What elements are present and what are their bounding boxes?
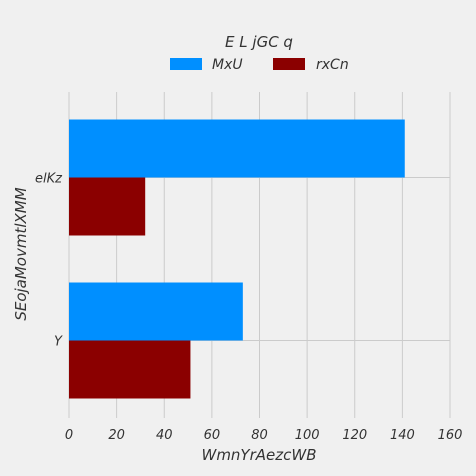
x-tick-label: 0 (65, 428, 73, 443)
x-tick-label: 20 (108, 428, 125, 443)
legend-title: E L jGC q (225, 33, 293, 51)
bar-MxU-Y (69, 282, 243, 341)
legend-swatch-mxu (170, 58, 202, 70)
y-tick-label: elKz (35, 172, 63, 187)
bar-rxCn-elKz (69, 177, 146, 236)
bar-rxCn-Y (69, 340, 191, 399)
x-tick-label: 120 (342, 428, 367, 443)
legend: E L jGC q MxU rxCn (170, 33, 349, 73)
x-tick-label: 160 (438, 428, 463, 443)
bar-MxU-elKz (69, 119, 405, 178)
legend-swatch-rxcn (273, 58, 305, 70)
x-tick-label: 60 (204, 428, 221, 443)
x-tick-label: 100 (295, 428, 320, 443)
x-tick-labels: 0 20 40 60 80 100 120 140 160 (65, 428, 463, 443)
x-tick-label: 140 (390, 428, 415, 443)
bars (69, 119, 405, 399)
x-tick-label: 80 (251, 428, 268, 443)
y-tick-label: Y (54, 335, 63, 350)
legend-label-mxu: MxU (212, 57, 243, 73)
x-axis-label: WmnYrAezcWB (201, 446, 316, 464)
y-axis-label: SEojaMovmtlXMM (12, 187, 30, 320)
legend-label-rxcn: rxCn (316, 57, 349, 73)
x-tick-label: 40 (156, 428, 173, 443)
